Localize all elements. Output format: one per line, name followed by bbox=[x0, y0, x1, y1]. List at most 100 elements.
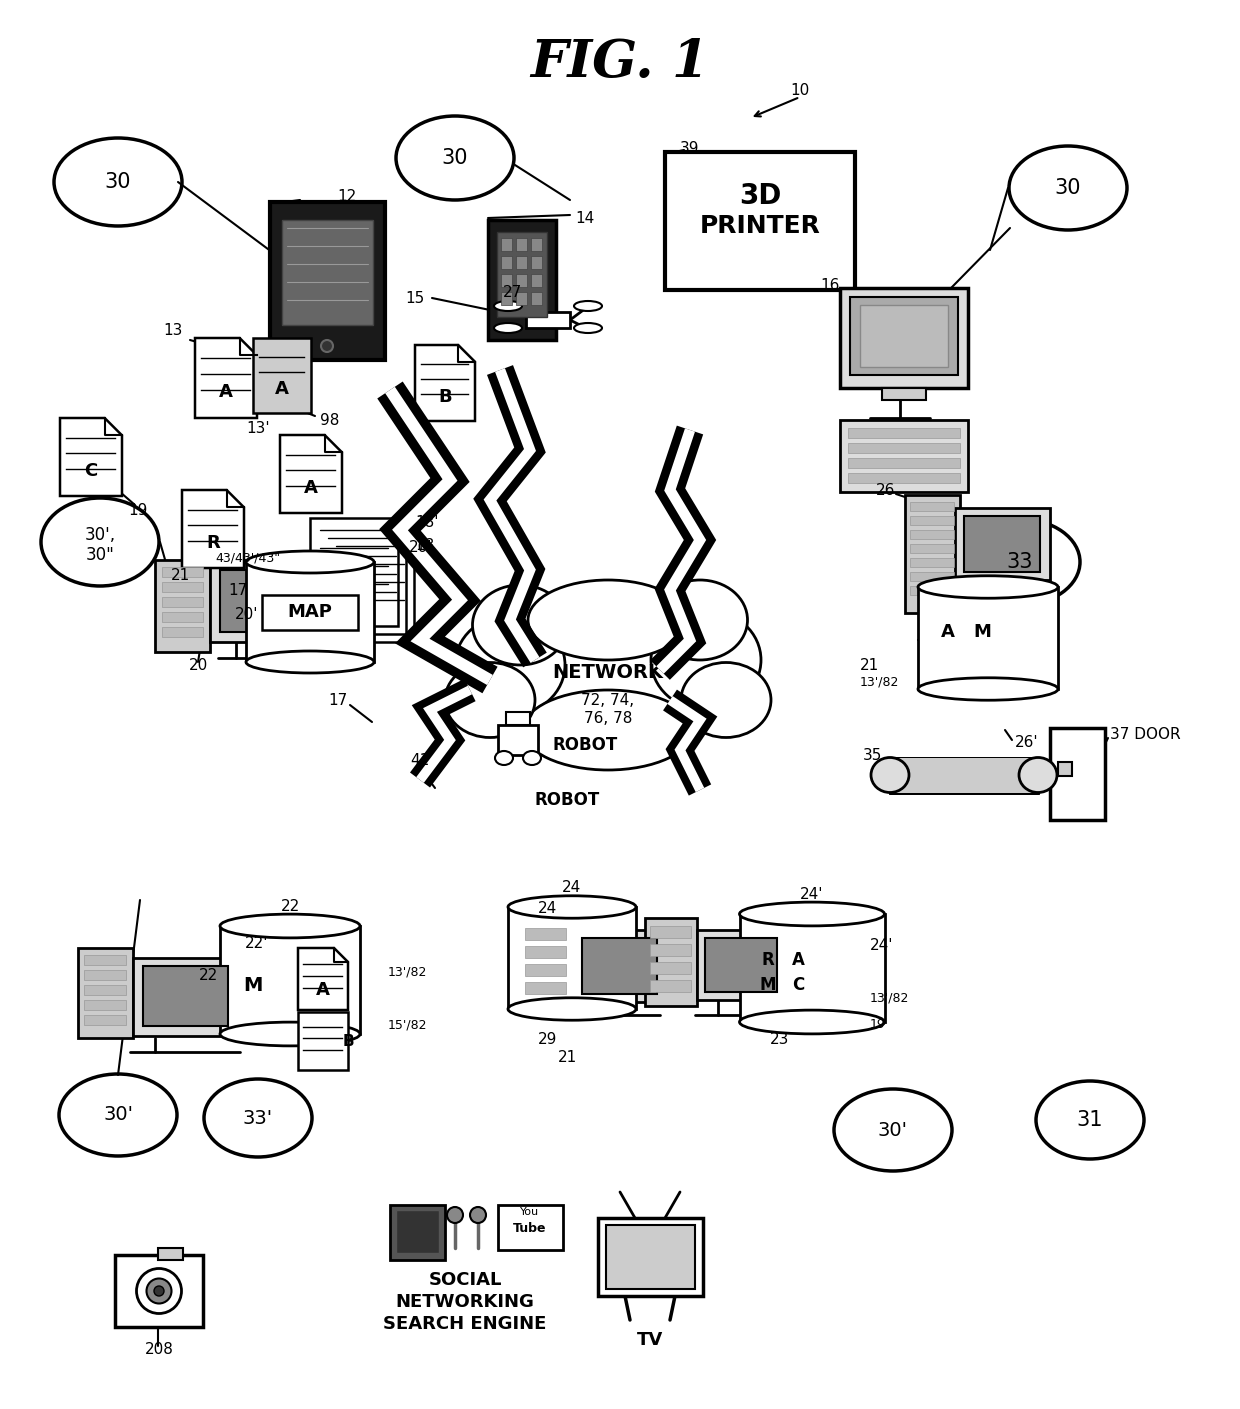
Text: 21: 21 bbox=[558, 1051, 578, 1065]
Text: 13: 13 bbox=[164, 323, 184, 338]
Bar bbox=[918, 588, 1058, 689]
Bar bbox=[861, 304, 949, 366]
Text: 19: 19 bbox=[128, 503, 148, 517]
Text: 30: 30 bbox=[1055, 178, 1081, 199]
Text: 24': 24' bbox=[870, 937, 894, 952]
Ellipse shape bbox=[651, 610, 761, 710]
Bar bbox=[650, 926, 691, 938]
Text: 22': 22' bbox=[244, 936, 268, 951]
Polygon shape bbox=[182, 490, 244, 568]
Text: 24': 24' bbox=[800, 886, 823, 902]
Text: 98: 98 bbox=[320, 413, 340, 427]
Bar bbox=[162, 582, 203, 592]
Bar bbox=[910, 586, 954, 595]
Text: A: A bbox=[791, 951, 805, 969]
Bar bbox=[219, 571, 308, 633]
Ellipse shape bbox=[574, 302, 601, 311]
Text: 27: 27 bbox=[503, 285, 522, 300]
Bar bbox=[955, 509, 1050, 581]
Text: 13'/82: 13'/82 bbox=[861, 675, 899, 689]
Text: 15'/82: 15'/82 bbox=[388, 1019, 428, 1031]
Text: 20: 20 bbox=[188, 658, 207, 672]
Bar bbox=[310, 519, 398, 626]
Text: 208: 208 bbox=[145, 1343, 174, 1357]
Text: 26': 26' bbox=[1016, 734, 1039, 750]
Bar bbox=[890, 758, 1038, 793]
Ellipse shape bbox=[508, 896, 636, 919]
Text: 41: 41 bbox=[410, 752, 429, 768]
Ellipse shape bbox=[528, 581, 688, 659]
Bar bbox=[396, 1210, 439, 1253]
Text: 17: 17 bbox=[329, 692, 348, 707]
Bar bbox=[525, 945, 565, 958]
Bar bbox=[219, 926, 360, 1034]
Text: 13'/82: 13'/82 bbox=[388, 965, 428, 978]
Bar bbox=[531, 238, 542, 251]
Text: 76, 78: 76, 78 bbox=[584, 710, 632, 726]
Ellipse shape bbox=[495, 751, 513, 765]
Bar bbox=[84, 1014, 126, 1024]
Bar bbox=[882, 387, 926, 400]
Bar bbox=[910, 516, 954, 526]
Ellipse shape bbox=[523, 751, 541, 765]
Bar bbox=[516, 273, 527, 287]
Bar bbox=[281, 220, 373, 325]
Bar bbox=[501, 238, 512, 251]
Bar bbox=[84, 969, 126, 981]
Ellipse shape bbox=[918, 576, 1058, 599]
Text: 31: 31 bbox=[1076, 1110, 1104, 1130]
Text: ROBOT: ROBOT bbox=[534, 790, 600, 809]
Text: 24: 24 bbox=[563, 879, 582, 895]
Bar bbox=[133, 958, 238, 1036]
Ellipse shape bbox=[55, 138, 182, 225]
Text: A: A bbox=[275, 380, 289, 397]
Bar bbox=[253, 338, 311, 413]
Ellipse shape bbox=[960, 519, 1080, 604]
Bar bbox=[740, 914, 885, 1022]
Text: 30: 30 bbox=[104, 172, 131, 192]
Bar bbox=[115, 1255, 203, 1327]
Bar bbox=[516, 292, 527, 304]
Text: 14: 14 bbox=[575, 210, 594, 225]
Bar bbox=[246, 562, 374, 662]
Bar bbox=[910, 544, 954, 552]
Text: M: M bbox=[243, 975, 263, 995]
Bar bbox=[162, 566, 203, 578]
Text: TV: TV bbox=[637, 1332, 663, 1348]
Text: 13'/82: 13'/82 bbox=[870, 992, 909, 1005]
Text: M: M bbox=[760, 976, 776, 993]
Bar bbox=[697, 930, 787, 1000]
Text: 10: 10 bbox=[790, 83, 810, 97]
Bar bbox=[270, 201, 384, 361]
Ellipse shape bbox=[523, 690, 693, 769]
Text: 30': 30' bbox=[878, 1120, 908, 1140]
Bar bbox=[143, 967, 228, 1026]
Bar bbox=[839, 420, 968, 492]
Ellipse shape bbox=[321, 340, 334, 352]
Bar bbox=[84, 955, 126, 965]
Ellipse shape bbox=[739, 1010, 884, 1034]
Bar bbox=[910, 502, 954, 511]
Bar bbox=[262, 595, 358, 630]
Bar bbox=[963, 516, 1040, 572]
Ellipse shape bbox=[219, 914, 360, 938]
Text: NETWORKING: NETWORKING bbox=[396, 1293, 534, 1310]
Text: 30': 30' bbox=[103, 1106, 133, 1124]
Text: R: R bbox=[206, 534, 219, 552]
Bar bbox=[298, 1012, 348, 1069]
Bar bbox=[326, 534, 414, 643]
Ellipse shape bbox=[60, 1074, 177, 1155]
Text: You: You bbox=[521, 1208, 539, 1217]
Bar bbox=[839, 287, 968, 387]
Bar bbox=[848, 473, 960, 483]
Bar bbox=[531, 292, 542, 304]
Text: FIG. 1: FIG. 1 bbox=[531, 37, 709, 87]
Bar bbox=[508, 907, 636, 1009]
Text: Tube: Tube bbox=[513, 1222, 547, 1234]
Text: 18': 18' bbox=[415, 514, 439, 530]
Bar bbox=[572, 930, 667, 1002]
Text: 21: 21 bbox=[170, 568, 190, 582]
Text: 23: 23 bbox=[770, 1033, 790, 1047]
Bar bbox=[650, 981, 691, 992]
Text: 12: 12 bbox=[337, 189, 356, 203]
